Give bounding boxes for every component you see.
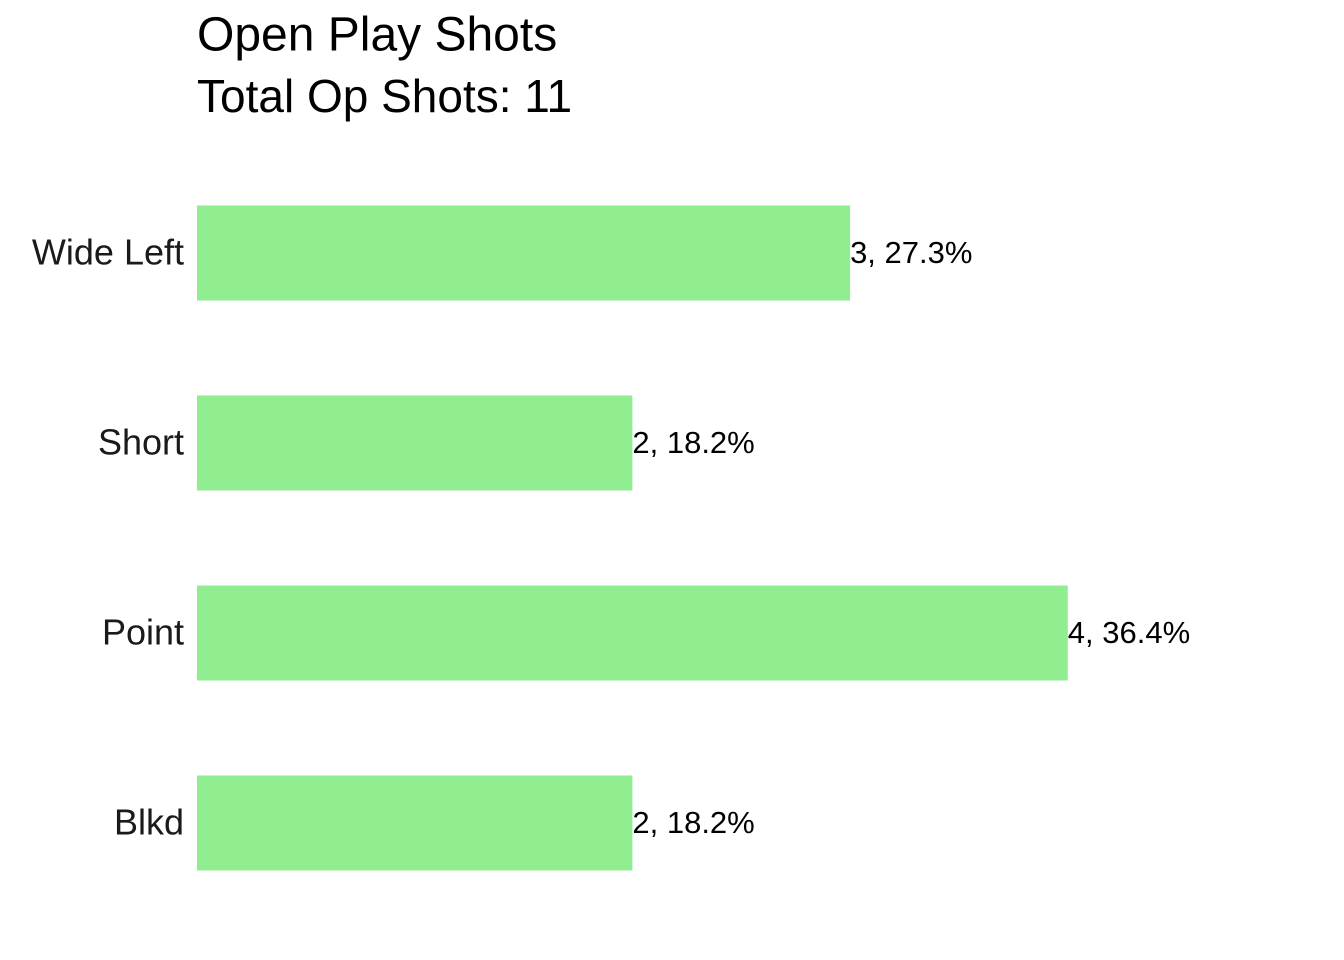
bar [197,775,633,871]
value-label: 2, 18.2% [632,805,754,840]
y-tick-label: Wide Left [32,232,184,273]
value-label: 3, 27.3% [850,235,972,270]
bar [197,585,1068,681]
chart-subtitle: Total Op Shots: 11 [197,70,572,122]
chart-title: Open Play Shots [197,9,557,62]
value-label: 4, 36.4% [1068,615,1190,650]
bar [197,395,633,491]
y-tick-label: Point [102,612,184,653]
y-tick-label: Short [98,422,184,463]
bar [197,205,851,301]
value-label: 2, 18.2% [632,425,754,460]
y-tick-label: Blkd [114,802,184,843]
